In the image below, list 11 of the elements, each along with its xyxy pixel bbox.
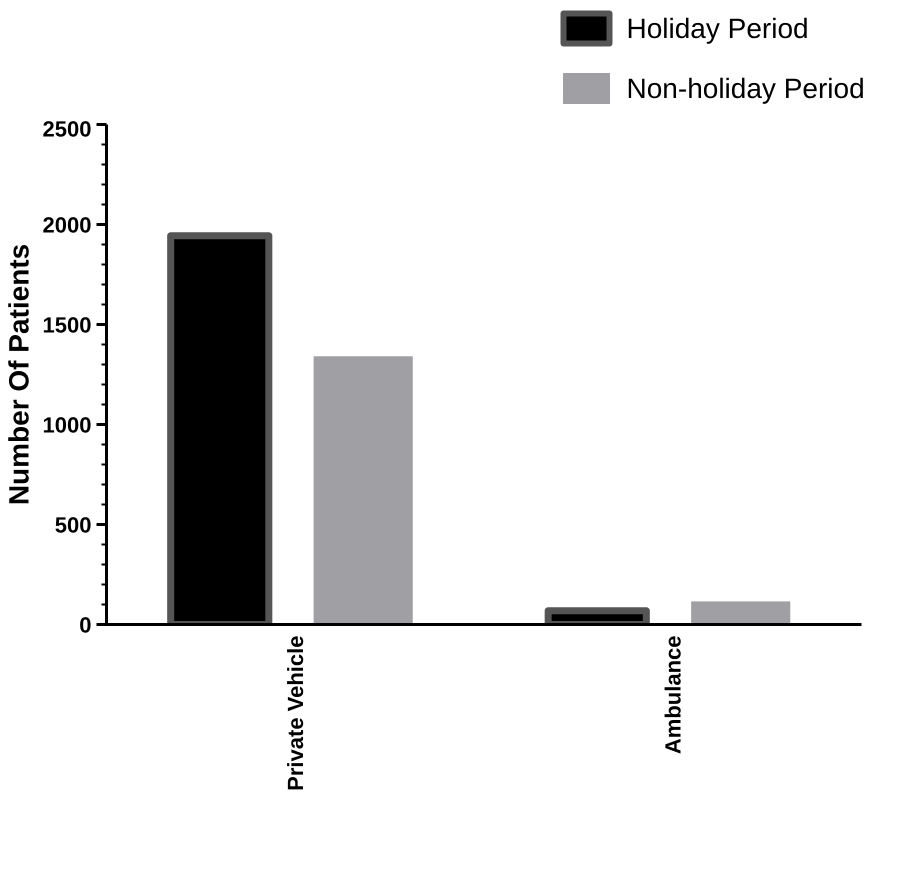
y-tick-label: 1500 [42,312,92,338]
x-tick-label: Ambulance [660,635,686,754]
y-tick-label: 2000 [42,212,92,238]
legend-label: Non-holiday Period [626,73,865,104]
y-tick-label: 1000 [42,412,92,438]
x-tick-label: Private Vehicle [282,635,308,791]
y-axis-title: Number Of Patients [4,244,35,506]
y-tick-label: 500 [54,512,92,538]
y-tick-label: 0 [79,612,92,638]
y-tick-label: 2500 [42,116,92,142]
legend-label: Holiday Period [626,13,809,44]
